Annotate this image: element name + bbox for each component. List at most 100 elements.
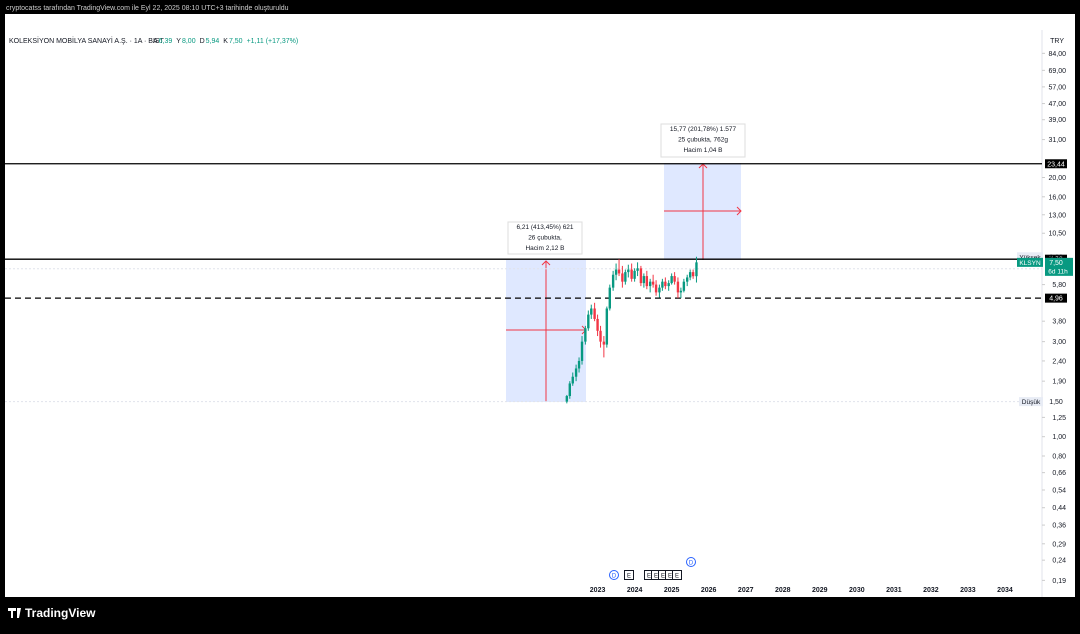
candle-body [664,281,667,287]
y-tick-label: 2,40 [1052,358,1066,365]
x-tick-label: 2034 [997,587,1013,594]
x-tick-label: 2031 [886,587,902,594]
top-bar: cryptocatss tarafından TradingView.com i… [6,5,289,12]
measure-text: Hacim 1,04 B [683,147,722,154]
x-tick-label: 2023 [590,587,606,594]
measure-text: Hacim 2,12 B [525,245,564,252]
y-tick-label: 16,00 [1048,194,1066,201]
y-tick-label: 3,80 [1052,319,1066,326]
y-tick-label: 0,44 [1052,505,1066,512]
candle-body [636,268,639,271]
y-tick-label: 57,00 [1048,84,1066,91]
y-tick-label: 1,25 [1052,415,1066,422]
y-tick-label: 47,00 [1048,101,1066,108]
event-label: E [675,573,679,579]
ohlc-key: K [223,38,228,45]
y-tick-label: 1,90 [1052,379,1066,386]
candle-body [651,281,655,285]
candle-body [627,269,630,273]
measure-label-box [507,221,583,255]
candle-body [679,290,683,293]
candle-body [587,314,590,329]
candle-body [633,270,636,279]
x-tick-label: 2028 [775,587,791,594]
low-label: Düşük [1022,399,1041,406]
price-tag-label: 7,50 [1049,260,1063,267]
candle-body [580,341,584,361]
y-tick-label: 20,00 [1048,175,1066,182]
event-label: E [647,573,651,579]
y-tick-label: 0,36 [1052,523,1066,530]
symbol-title: KOLEKSİYON MOBİLYA SANAYİ A.Ş. · 1A · BI… [9,36,165,45]
candle-body [599,330,602,342]
y-tick-label: 84,00 [1048,51,1066,58]
y-tick-label: 0,29 [1052,541,1066,548]
y-tick-label: 5,80 [1052,282,1066,289]
level-tag-label: 23,44 [1047,161,1065,168]
event-label: E [661,573,665,579]
change: +1,11 (+17,37%) [247,38,299,45]
candle-body [639,268,643,284]
candle-body [648,281,652,287]
event-marker [686,557,696,567]
ohlc-value: 8,00 [182,38,196,45]
y-tick-label: 13,00 [1048,212,1066,219]
currency: TRY [1050,38,1064,45]
level-tag [1045,293,1067,303]
candle-body [593,308,596,319]
ohlc-key: D [200,38,205,45]
event-marker [624,570,634,580]
candle-body [568,383,571,397]
level-tag-label: 4,96 [1049,296,1063,303]
candle-body [624,272,627,282]
candle-body [661,281,664,288]
candle-body [584,328,587,342]
event-label: E [654,573,658,579]
candle-body [658,287,661,293]
candle-body [630,269,633,279]
candle-body [621,273,624,282]
candle-body [682,281,686,291]
y-tick-label: 10,50 [1048,231,1066,238]
candle-body [673,276,676,282]
ohlc-value: 6,39 [159,38,173,45]
candle-body [605,308,609,345]
event-label: D [689,560,694,566]
candle-body [642,276,646,284]
candle-body [608,287,611,309]
candle-body [645,276,649,287]
countdown: 6d 11h [1048,268,1068,275]
event-label: E [668,573,672,579]
y-tick-label: 0,66 [1052,470,1066,477]
measure-text: 6,21 (413,45%) 621 [516,224,573,231]
candle-body [670,276,673,284]
candle-body [691,272,695,277]
x-tick-label: 2030 [849,587,865,594]
candle-body [574,368,578,377]
x-tick-label: 2027 [738,587,754,594]
candle-body [571,376,574,384]
y-tick-label: 0,80 [1052,453,1066,460]
candle-body [590,308,593,315]
candle-body [667,283,670,287]
brand: TradingView [8,606,96,620]
y-tick-label: 69,00 [1048,68,1066,75]
price-tag [1045,257,1073,276]
event-marker [672,570,682,580]
measure-text: 15,77 (201,78%) 1.577 [670,126,737,133]
ohlc-key: A [153,38,158,45]
logo [8,608,21,618]
y-tick-label: 31,00 [1048,137,1066,144]
ohlc-key: Y [176,38,181,45]
candle-body [611,274,615,288]
y-tick-label: 0,24 [1052,558,1066,565]
high-label: Yüksek [1019,254,1041,261]
x-tick-label: 2029 [812,587,828,594]
measure-arrows [506,163,742,402]
y-tick-label: 0,54 [1052,488,1066,495]
event-label: E [627,573,631,579]
candle-body [695,262,698,277]
candle-body [676,281,680,293]
